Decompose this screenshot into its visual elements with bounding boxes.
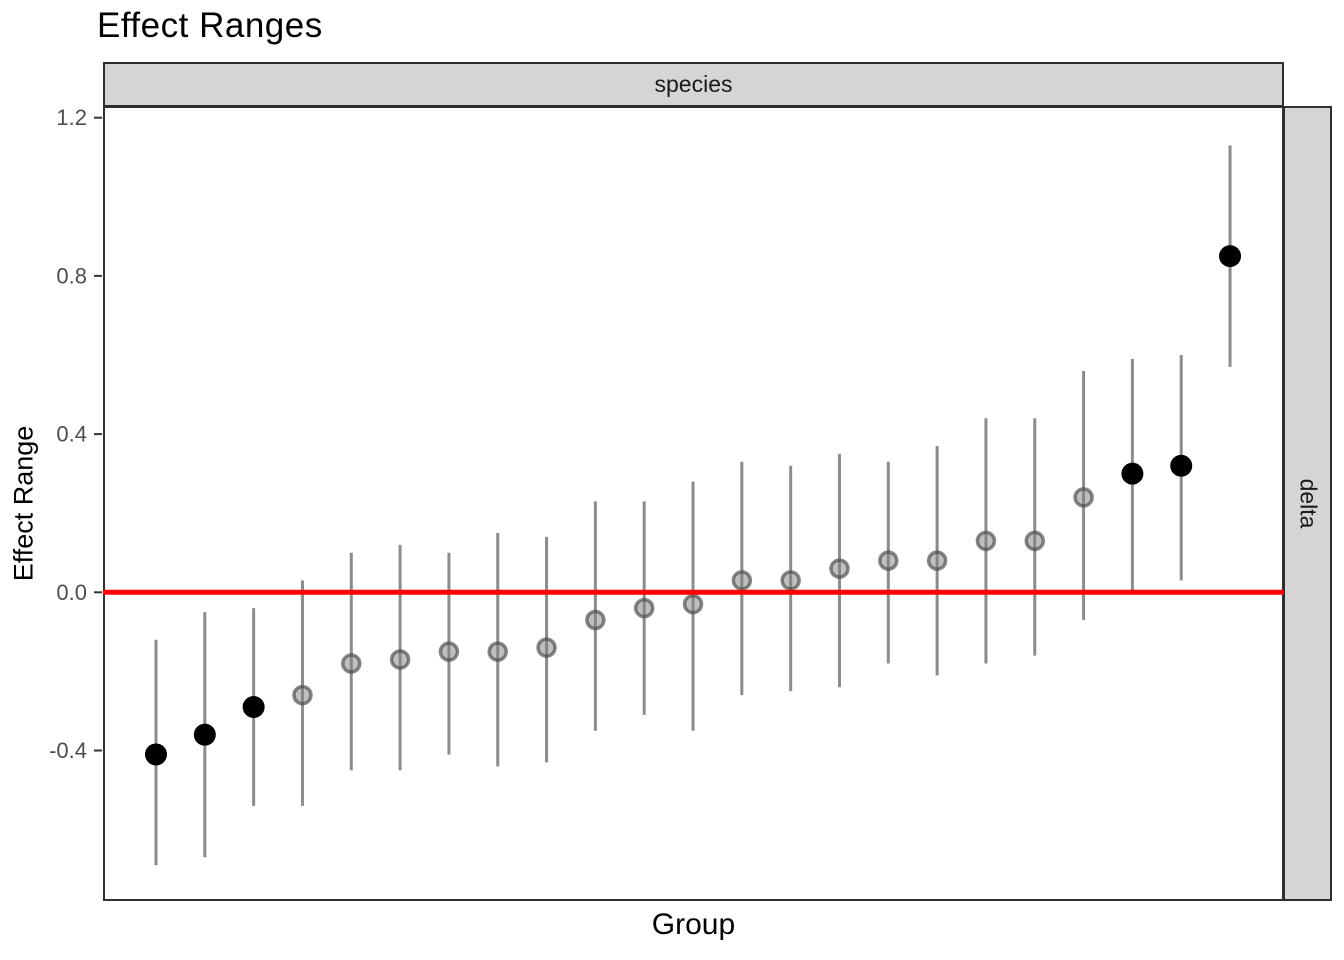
point-estimate [633,597,655,619]
point-estimate [780,570,801,591]
point-estimate [438,641,460,662]
point-estimate-significant [242,695,265,718]
facet-strip-species: species [103,62,1284,107]
point-estimate [975,530,997,552]
point-estimate [487,641,508,662]
point-estimate [731,570,753,591]
x-axis-title: Group [651,908,736,941]
facet-strip-delta: delta [1283,106,1332,901]
y-tick-label: 0.4 [56,422,87,447]
point-estimate-significant [1121,462,1144,485]
y-tick-label: -0.4 [49,738,87,763]
y-tick-label: 1.2 [56,105,87,130]
point-estimate [585,609,606,631]
y-axis-title: Effect Range [8,425,39,581]
plot-canvas: 1.2 0.8 0.4 0.0 -0.4 [49,105,1284,866]
point-estimate [926,550,948,571]
y-tick-label: 0.0 [56,580,87,605]
point-estimate [1024,530,1046,552]
facet-strip-species-label: species [654,71,733,97]
point-estimate [536,637,557,658]
point-estimate-significant [1219,245,1242,268]
point-estimate [292,684,313,706]
y-tick-label: 0.8 [56,263,87,288]
chart-title: Effect Ranges [97,6,323,45]
point-estimate-significant [1170,454,1193,477]
point-estimate [341,653,362,674]
point-estimate [1073,487,1094,508]
point-estimate [878,550,899,571]
point-estimate [389,649,411,670]
point-estimate-significant [193,723,216,746]
point-estimate-significant [145,743,167,766]
point-estimate [682,593,704,615]
point-estimate [829,558,850,579]
facet-strip-delta-label: delta [1295,478,1321,529]
